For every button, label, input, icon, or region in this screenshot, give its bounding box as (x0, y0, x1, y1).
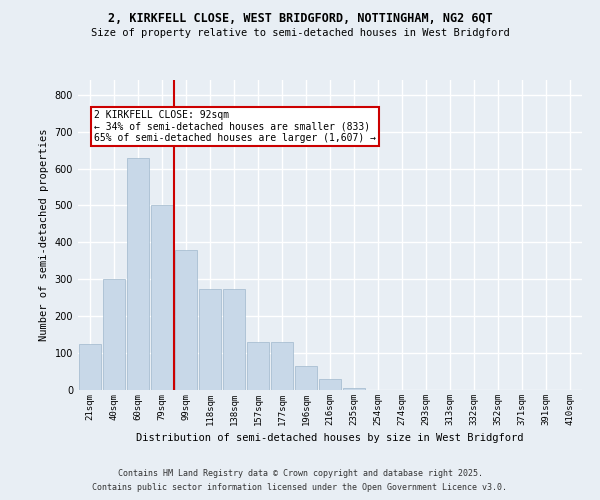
Bar (151, 206, 173, 390)
Bar (271, 342, 293, 390)
Bar (343, 388, 365, 390)
Bar (103, 280, 125, 390)
Text: Contains public sector information licensed under the Open Government Licence v3: Contains public sector information licen… (92, 484, 508, 492)
Bar (223, 288, 245, 390)
Bar (295, 366, 317, 390)
Text: 2 KIRKFELL CLOSE: 92sqm
← 34% of semi-detached houses are smaller (833)
65% of s: 2 KIRKFELL CLOSE: 92sqm ← 34% of semi-de… (94, 110, 376, 142)
Text: Size of property relative to semi-detached houses in West Bridgford: Size of property relative to semi-detach… (91, 28, 509, 38)
Bar (127, 158, 149, 390)
X-axis label: Distribution of semi-detached houses by size in West Bridgford: Distribution of semi-detached houses by … (136, 434, 524, 444)
Bar (79, 344, 101, 390)
Y-axis label: Number of semi-detached properties: Number of semi-detached properties (39, 128, 49, 341)
Bar (319, 379, 341, 390)
Bar (199, 288, 221, 390)
Text: Contains HM Land Registry data © Crown copyright and database right 2025.: Contains HM Land Registry data © Crown c… (118, 468, 482, 477)
Bar (175, 250, 197, 390)
Text: 2, KIRKFELL CLOSE, WEST BRIDGFORD, NOTTINGHAM, NG2 6QT: 2, KIRKFELL CLOSE, WEST BRIDGFORD, NOTTI… (107, 12, 493, 26)
Bar (247, 342, 269, 390)
